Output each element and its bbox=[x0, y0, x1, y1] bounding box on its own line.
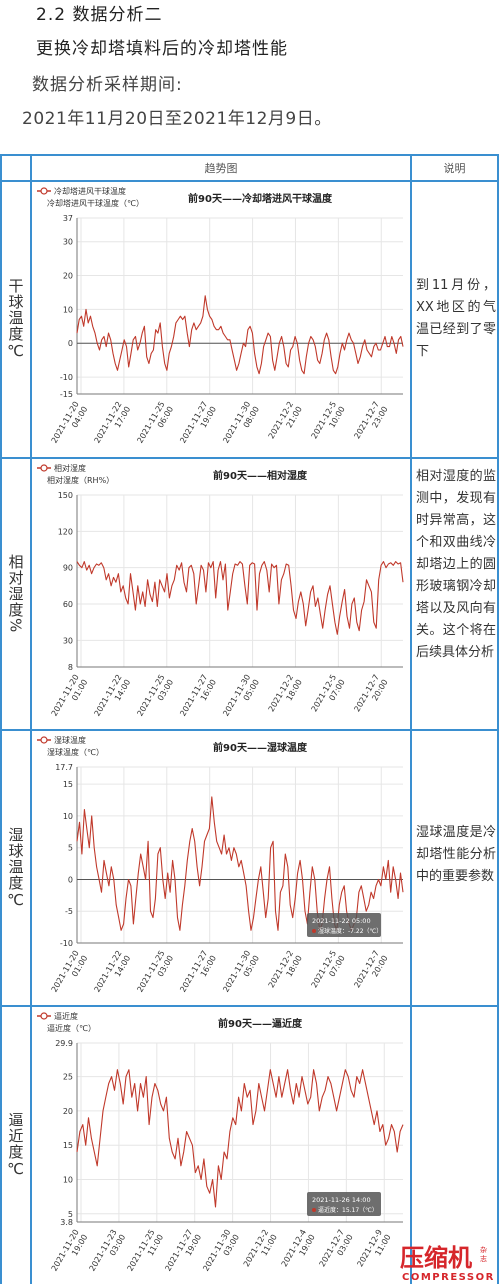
chart-title: 前90天——湿球温度 bbox=[213, 741, 308, 754]
table-border bbox=[0, 180, 499, 182]
chart-title: 前90天——冷却塔进风干球温度 bbox=[188, 192, 333, 205]
tooltip-value: 湿球温度：-7.22（℃） bbox=[318, 927, 382, 935]
y-tick-label: -10 bbox=[60, 939, 73, 948]
tooltip-value: 逼近度：15.17（℃） bbox=[318, 1206, 378, 1214]
chart-title: 前90天——逼近度 bbox=[218, 1017, 303, 1030]
y-tick-label: 20 bbox=[63, 1107, 73, 1116]
table-border bbox=[0, 457, 499, 459]
y-axis-label: 湿球温度（℃） bbox=[47, 747, 104, 757]
y-tick-label: -10 bbox=[60, 373, 73, 382]
svg-text:志: 志 bbox=[480, 1254, 487, 1263]
chart-background bbox=[33, 182, 409, 456]
legend-label: 逼近度 bbox=[54, 1011, 78, 1021]
data-table bbox=[0, 154, 499, 1284]
section-subtitle: 更换冷却塔填料后的冷却塔性能 bbox=[36, 39, 288, 59]
y-tick-label: 150 bbox=[58, 491, 73, 500]
legend-label: 冷却塔进风干球温度 bbox=[54, 186, 126, 196]
y-tick-label: -5 bbox=[65, 907, 73, 916]
y-tick-label: 8 bbox=[68, 663, 73, 672]
tooltip-marker bbox=[312, 1208, 316, 1212]
row-label-approach: 逼近度℃ bbox=[6, 1112, 25, 1179]
y-tick-label: 60 bbox=[63, 600, 73, 609]
y-tick-label: 30 bbox=[63, 636, 73, 645]
y-axis-label: 相对湿度（RH%） bbox=[47, 475, 114, 485]
table-border bbox=[497, 154, 499, 1284]
svg-text:压缩机: 压缩机 bbox=[400, 1244, 472, 1272]
series-line bbox=[76, 295, 404, 375]
sampling-period-label: 数据分析采样期间: bbox=[32, 75, 183, 95]
legend-marker bbox=[40, 464, 48, 472]
y-tick-label: 0 bbox=[68, 339, 73, 348]
y-tick-label: 25 bbox=[63, 1073, 73, 1082]
table-border bbox=[0, 729, 499, 731]
svg-text:COMPRESSOR: COMPRESSOR bbox=[402, 1272, 495, 1283]
y-tick-label: 29.9 bbox=[55, 1039, 73, 1048]
tooltip-date: 2021-11-26 14:00 bbox=[312, 1196, 371, 1204]
compressor-logo: 压缩机 杂 志 COMPRESSOR bbox=[400, 1244, 495, 1283]
y-tick-label: 20 bbox=[63, 272, 73, 281]
y-tick-label: 5 bbox=[68, 1210, 73, 1219]
row-label-wet-bulb: 湿球温度℃ bbox=[6, 826, 25, 910]
tooltip-marker bbox=[312, 929, 316, 933]
table-border bbox=[410, 154, 412, 1284]
y-tick-label: 15 bbox=[63, 1141, 73, 1150]
legend-label: 相对湿度 bbox=[54, 463, 86, 473]
series-line bbox=[76, 561, 404, 635]
row-label-dry-bulb: 干球温度℃ bbox=[6, 278, 25, 361]
row-note-dry-bulb: 到11月份，XX地区的气温已经到了零下 bbox=[416, 278, 496, 359]
chart-background bbox=[33, 459, 409, 729]
y-tick-label: 120 bbox=[58, 527, 73, 536]
y-tick-label: 3.8 bbox=[60, 1218, 73, 1227]
tooltip-box bbox=[307, 913, 381, 937]
y-tick-label: 15 bbox=[63, 780, 73, 789]
table-border bbox=[30, 154, 32, 1284]
legend-marker bbox=[40, 187, 48, 195]
y-tick-label: 17.7 bbox=[55, 763, 73, 772]
row-note-wet-bulb: 湿球温度是冷却塔性能分析中的重要参数 bbox=[416, 825, 496, 884]
sampling-period-range: 2021年11月20日至2021年12月9日。 bbox=[22, 109, 332, 129]
row-note-humidity: 相对湿度的监测中，发现有时异常高，这个和双曲线冷却塔边上的圆形玻璃钢冷却塔以及风… bbox=[416, 469, 496, 660]
column-header-trend: 趋势图 bbox=[204, 162, 238, 175]
y-tick-label: 5 bbox=[68, 844, 73, 853]
svg-text:杂: 杂 bbox=[480, 1246, 487, 1254]
y-tick-label: 90 bbox=[63, 564, 73, 573]
section-heading: 2.2 数据分析二 bbox=[36, 5, 163, 25]
y-axis-label: 逼近度（℃） bbox=[47, 1023, 96, 1033]
row-label-humidity: 相对湿度% bbox=[6, 554, 25, 634]
y-tick-label: 10 bbox=[63, 812, 73, 821]
table-border bbox=[0, 1005, 499, 1007]
y-axis-label: 冷却塔进风干球温度（℃） bbox=[47, 198, 144, 208]
y-tick-label: -15 bbox=[60, 390, 73, 399]
column-header-note: 说明 bbox=[443, 162, 466, 175]
chart-background bbox=[33, 731, 409, 1005]
table-border bbox=[0, 154, 499, 156]
y-tick-label: 10 bbox=[63, 1175, 73, 1184]
table-border bbox=[0, 154, 2, 1284]
legend-label: 湿球温度 bbox=[54, 735, 86, 745]
tooltip-date: 2021-11-22 05:00 bbox=[312, 917, 371, 925]
chart-title: 前90天——相对湿度 bbox=[213, 469, 308, 482]
y-tick-label: 10 bbox=[63, 305, 73, 314]
legend-marker bbox=[40, 736, 48, 744]
legend-marker bbox=[40, 1012, 48, 1020]
y-tick-label: 0 bbox=[68, 875, 73, 884]
series-line bbox=[76, 1069, 404, 1208]
tooltip-box bbox=[307, 1192, 381, 1216]
y-tick-label: 37 bbox=[63, 214, 73, 223]
y-tick-label: 30 bbox=[63, 238, 73, 247]
